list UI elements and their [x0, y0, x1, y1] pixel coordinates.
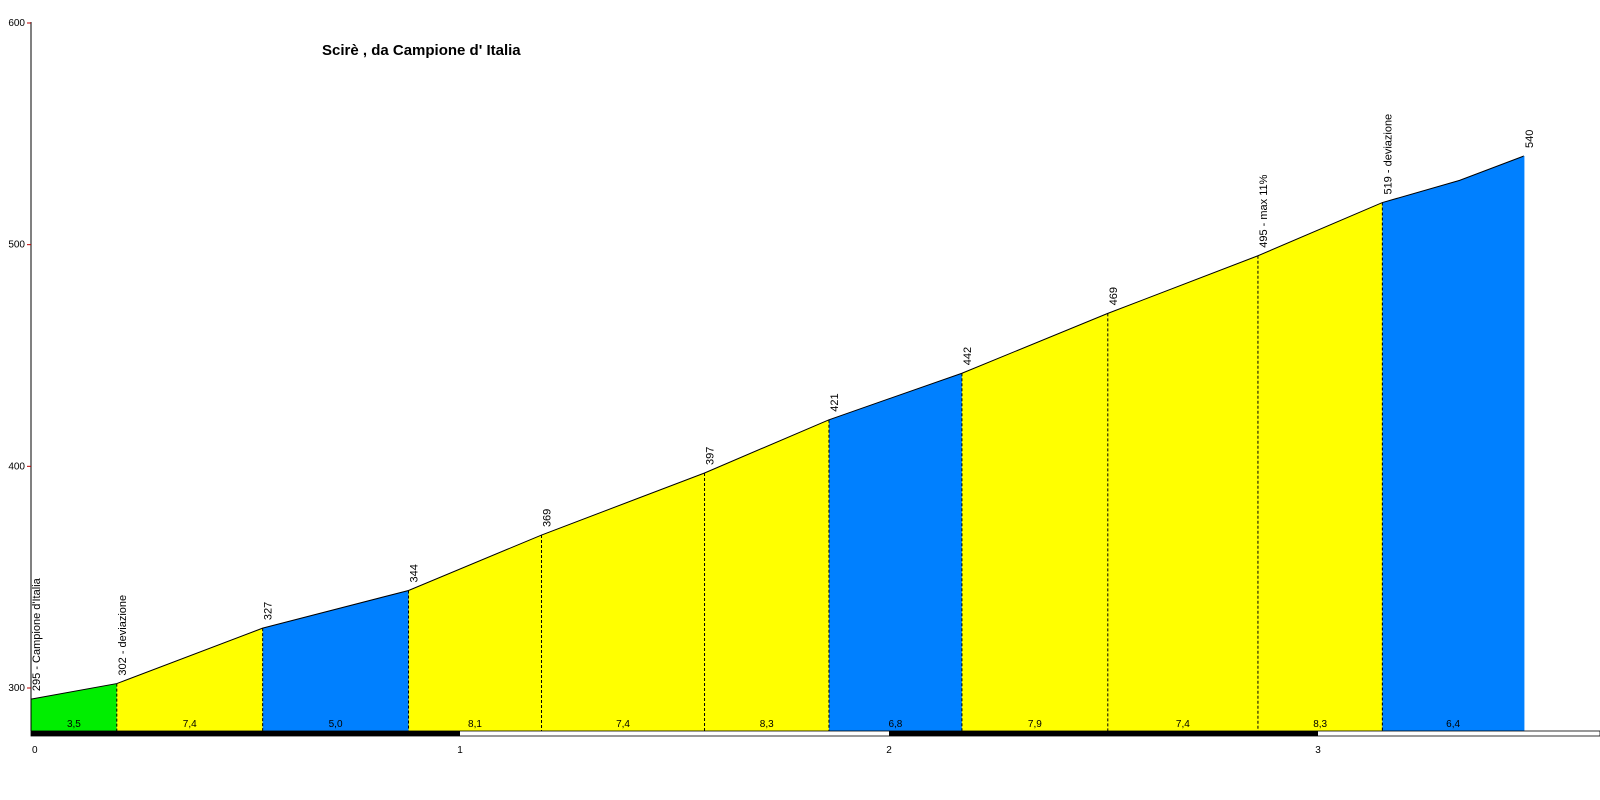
point-label: 495 - max 11% [1258, 174, 1270, 247]
segment-fill-2 [116, 628, 263, 731]
segment-fill-5 [541, 472, 705, 731]
chart-title: Scirè , da Campione d' Italia [322, 42, 521, 59]
point-label: 327 [263, 602, 275, 620]
point-label: 302 - deviazione [117, 595, 129, 676]
segment-fill-4 [408, 535, 542, 731]
y-ticks: 300 400 500 600 [8, 18, 31, 694]
segment-fills [31, 155, 1524, 731]
point-label: 442 [962, 347, 974, 365]
y-tick-label: 400 [8, 461, 25, 472]
point-label: 344 [409, 564, 421, 582]
segment-fill-8 [961, 313, 1108, 731]
y-tick-label: 300 [8, 683, 25, 694]
y-tick-label: 500 [8, 240, 25, 251]
point-label: 421 [829, 393, 841, 411]
x-tick-label: 1 [457, 745, 463, 756]
segment-fill-6 [704, 419, 829, 731]
gradient-label: 8,1 [468, 719, 482, 730]
gradient-labels: 3,5 7,4 5,0 8,1 7,4 8,3 6,8 7,9 7,4 8,3 6,4 [67, 719, 1461, 730]
gradient-label: 7,4 [1176, 719, 1190, 730]
gradient-label: 8,3 [1313, 719, 1327, 730]
point-label: 397 [705, 447, 717, 465]
point-label: 519 - deviazione [1382, 114, 1394, 195]
gradient-label: 7,9 [1028, 719, 1042, 730]
segment-dividers [116, 155, 1525, 731]
x-ticks: 0 1 2 3 [32, 745, 1321, 756]
segment-fill-7 [828, 373, 962, 731]
segment-fill-10 [1257, 202, 1383, 731]
gradient-label: 5,0 [329, 719, 343, 730]
gradient-label: 7,4 [616, 719, 630, 730]
km-scale-bar [30, 730, 1600, 737]
point-labels: 295 - Campione d'Italia 302 - deviazione 3… [31, 114, 1536, 691]
segment-fill-3 [262, 590, 409, 731]
point-label: 295 - Campione d'Italia [31, 577, 43, 691]
point-label: 369 [542, 509, 554, 527]
point-label: 540 [1524, 130, 1536, 148]
gradient-label: 3,5 [67, 719, 81, 730]
x-tick-label: 2 [886, 745, 892, 756]
gradient-label: 6,4 [1446, 719, 1460, 730]
x-tick-label: 0 [32, 745, 38, 756]
y-tick-label: 600 [8, 18, 25, 29]
point-label: 469 [1108, 287, 1120, 305]
km-bar-black-block [31, 731, 460, 736]
km-bar-black-block [889, 731, 1318, 736]
gradient-label: 7,4 [183, 719, 197, 730]
gradient-label: 6,8 [888, 719, 902, 730]
segment-fill-9 [1107, 255, 1258, 731]
segment-fill-11 [1382, 155, 1524, 731]
x-tick-label: 3 [1315, 745, 1321, 756]
gradient-label: 8,3 [760, 719, 774, 730]
